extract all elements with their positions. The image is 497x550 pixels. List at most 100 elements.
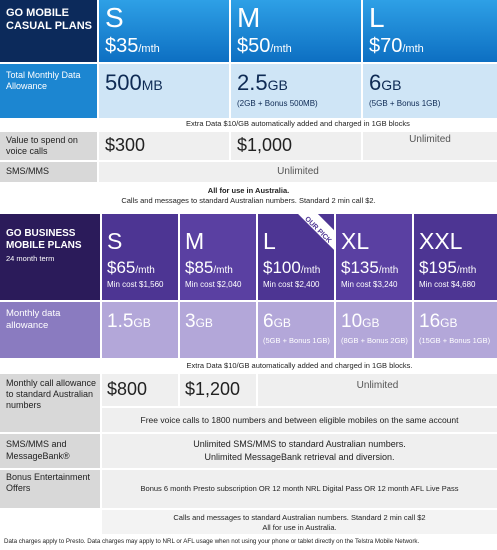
plan-header: M $85/mth Min cost $2,040 [180,214,256,300]
sms-line: Unlimited MessageBank retrieval and dive… [204,452,395,462]
disclaimer-text: Data charges apply to Presto. Data charg… [4,538,420,545]
price: $100 [263,258,301,277]
price: $50 [237,35,271,57]
data-cell: 3GB [180,302,256,358]
voice-cell: Unlimited [363,132,497,160]
data-cell: 500MB [99,64,229,118]
plan-size: M [237,2,261,33]
plan-size: XL [341,228,370,254]
plan-size: L [263,228,276,254]
plan-header: XXL $195/mth Min cost $4,680 [414,214,497,300]
data-amount: 2.5 [237,70,268,95]
data-amount: 16 [419,311,441,332]
min-cost: Min cost $1,560 [107,280,164,289]
data-cell: 16GB (15GB + Bonus 1GB) [414,302,497,358]
row-label: SMS/MMS [6,166,50,176]
bonus-cell: Bonus 6 month Presto subscription OR 12 … [102,470,497,508]
price-line: $100/mth [263,258,334,278]
plan-term: 24 month term [6,254,55,263]
plan-header: S $35/mth [99,0,229,62]
data-line: 6GB [369,70,497,96]
data-cell: 1.5GB [102,302,178,358]
label-cell: Bonus Entertainment Offers [0,470,100,508]
plan-header: M $50/mth [231,0,361,62]
min-cost: Min cost $2,040 [185,280,242,289]
data-unit: GB [362,316,380,330]
price: $135 [341,258,379,277]
data-unit: GB [381,77,402,93]
data-note: (8GB + Bonus 2GB) [341,336,408,345]
period: /mth [213,265,233,276]
casual-header: GO MOBILE CASUAL PLANS [0,0,97,62]
data-line: 500MB [105,70,229,96]
data-note: (15GB + Bonus 1GB) [419,336,491,345]
price-line: $65/mth [107,258,178,278]
plan-size: M [185,228,205,254]
data-note: (5GB + Bonus 1GB) [263,336,330,345]
plan-size: S [107,228,123,254]
business-header: GO BUSINESS MOBILE PLANS 24 month term [0,214,100,300]
data-line: 1.5GB [107,311,178,333]
voice-value: Unlimited [409,134,451,145]
calls-cell: Unlimited [258,374,497,406]
label-cell: Monthly call allowance to standard Austr… [0,374,100,432]
data-line: 3GB [185,311,256,333]
sms-line: Unlimited SMS/MMS to standard Australian… [193,439,406,449]
footnote: Calls and messages to standard Australia… [102,510,497,534]
extra-data: Extra Data $10/GB automatically added an… [99,118,497,130]
price: $70 [369,35,403,57]
data-amount: 6 [369,70,382,95]
data-unit: GB [195,316,213,330]
data-unit: GB [440,316,458,330]
plan-size: S [105,2,124,33]
period: /mth [402,43,424,55]
min-cost: Min cost $4,680 [419,280,476,289]
sms-cell: Unlimited SMS/MMS to standard Australian… [102,434,497,468]
price-line: $135/mth [341,258,412,278]
data-amount: 3 [185,311,196,332]
data-line: 6GB [263,311,334,333]
row-label: Bonus Entertainment Offers [6,472,91,493]
disclaimer: Data charges apply to Presto. Data charg… [0,537,497,549]
calls-value: Unlimited [356,380,399,391]
plan-title: GO MOBILE CASUAL PLANS [6,7,92,32]
data-amount: 10 [341,311,363,332]
price-line: $35/mth [105,35,229,58]
footnote-bold: All for use in Australia. [207,186,290,195]
label-cell: Monthly data allowance [0,302,100,358]
price-line: $195/mth [419,258,497,278]
row-label: Value to spend on voice calls [6,135,78,156]
voice-value: $1,000 [237,135,293,155]
plan-header: L $70/mth [363,0,497,62]
footnote: Calls and messages to standard Australia… [173,513,426,522]
row-label: Monthly data allowance [6,308,61,331]
data-amount: 500 [105,70,142,95]
period: /mth [135,265,155,276]
plan-header: XL $135/mth Min cost $3,240 [336,214,412,300]
data-cell: 6GB (5GB + Bonus 1GB) [258,302,334,358]
price-line: $85/mth [185,258,256,278]
data-note: (5GB + Bonus 1GB) [369,99,441,108]
bonus-value: Bonus 6 month Presto subscription OR 12 … [140,484,459,493]
period: /mth [300,265,321,276]
footnote: All for use in Australia. Calls and messa… [0,185,497,209]
period: /mth [270,43,292,55]
plan-header: L $100/mth Min cost $2,400 OUR PICK [258,214,334,300]
voice-cell: $300 [99,132,229,160]
free-calls: Free voice calls to 1800 numbers and bet… [102,408,497,432]
note: Extra Data $10/GB automatically added an… [186,119,410,128]
plan-size: XXL [419,228,463,254]
data-amount: 1.5 [107,311,134,332]
price-line: $50/mth [237,35,361,58]
voice-value: $300 [105,135,146,155]
price: $65 [107,258,136,277]
plan-title: GO BUSINESS MOBILE PLANS [6,228,82,251]
price: $85 [185,258,214,277]
row-label: SMS/MMS and MessageBank® [6,439,70,461]
label-cell: SMS/MMS and MessageBank® [0,434,100,468]
data-unit: GB [133,316,151,330]
price-line: $70/mth [369,35,497,58]
min-cost: Min cost $3,240 [341,280,398,289]
data-line: 16GB [419,311,497,333]
